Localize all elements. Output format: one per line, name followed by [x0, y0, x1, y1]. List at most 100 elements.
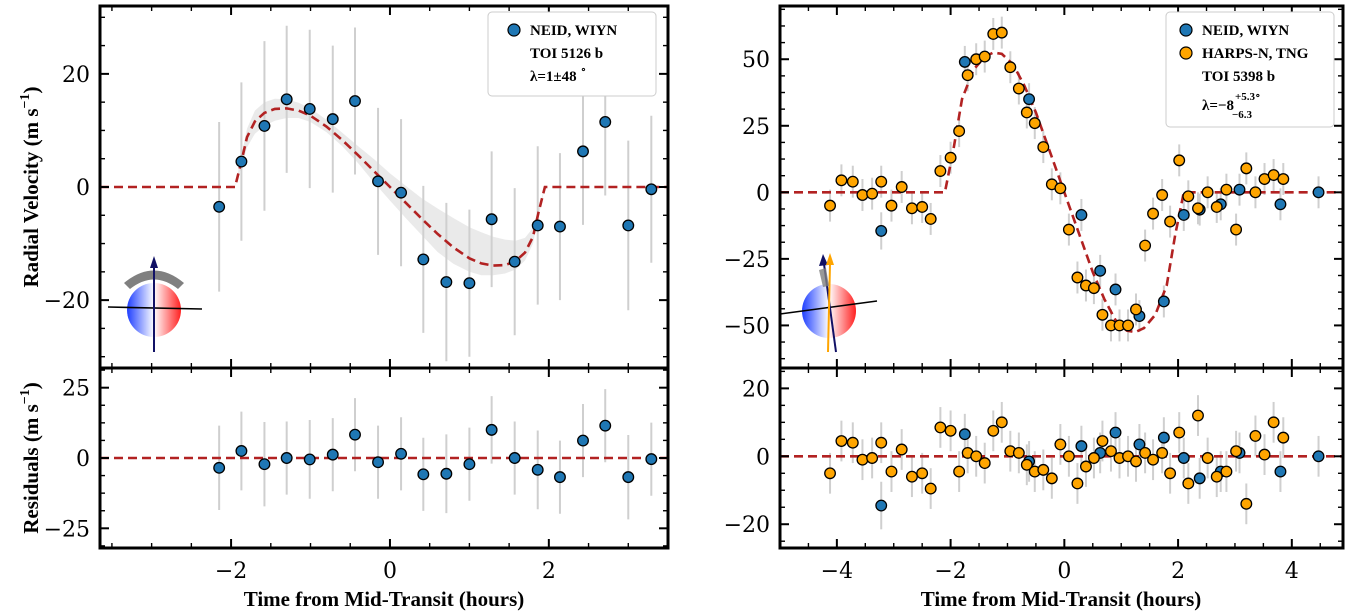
legend-label-neid: NEID, WIYN: [530, 23, 617, 39]
data-point-neid: [395, 447, 408, 460]
data-point-harps: [944, 424, 957, 437]
y-tick-label: 20: [62, 63, 90, 88]
data-point-harps: [856, 189, 869, 201]
legend-box: [487, 11, 657, 97]
data-point-harps: [1062, 450, 1075, 463]
data-point-neid: [958, 55, 971, 68]
data-point-harps: [934, 165, 947, 177]
data-point-neid: [1023, 93, 1036, 106]
right-bottom-frame: [778, 366, 1345, 550]
data-point-neid: [577, 145, 589, 158]
y-tick-label: −25: [724, 248, 770, 273]
data-point-harps: [1164, 467, 1177, 480]
legend-lambda: λ=−8+5.3 −6.3∘: [1202, 90, 1261, 121]
data-point-harps: [1122, 319, 1134, 332]
data-point-neid: [417, 253, 430, 266]
legend-target: TOI 5126 b: [530, 46, 603, 62]
data-point-neid: [1193, 472, 1206, 485]
data-point-neid: [1157, 295, 1170, 308]
data-point-harps: [1277, 431, 1290, 444]
legend-marker-neid: [1179, 23, 1193, 37]
data-point-neid: [440, 276, 453, 288]
data-point-neid: [417, 468, 430, 481]
right-rv-panel: −50 −25 0 25 50 NEID, WIYN HARPS-N, TNG TOI …: [724, 6, 1343, 368]
data-point-harps: [885, 199, 898, 212]
y-tick-label: 25: [62, 377, 90, 402]
data-point-harps: [1230, 223, 1243, 236]
data-point-neid: [258, 458, 271, 471]
data-point-neid: [349, 428, 361, 441]
data-point-neid: [645, 453, 658, 466]
data-point-harps: [1220, 183, 1233, 196]
legend-left: NEID, WIYN TOI 5126 b λ=1±48 ∘: [487, 11, 657, 97]
data-point-neid: [508, 452, 521, 464]
data-point-harps: [1087, 282, 1100, 295]
data-point-harps: [1258, 448, 1271, 461]
y-tick-label: −25: [44, 517, 90, 542]
y-tick-label: −50: [724, 314, 770, 339]
data-point-harps: [835, 435, 848, 447]
x-tick-label: −4: [821, 559, 853, 584]
data-point-harps: [1105, 445, 1117, 458]
data-point-harps: [1062, 223, 1075, 236]
y-tick-label: 0: [756, 445, 770, 470]
data-point-neid: [577, 434, 589, 447]
spin-arrow-head-icon: [150, 256, 158, 268]
data-point-harps: [953, 465, 966, 478]
data-point-harps: [1156, 446, 1169, 459]
y-tick-label: 25: [742, 115, 770, 140]
right-xlabel: Time from Mid-Transit (hours): [921, 587, 1202, 611]
data-point-neid: [235, 445, 248, 457]
data-point-neid: [303, 102, 316, 115]
x-tick-label: −2: [215, 559, 247, 584]
data-point-neid: [622, 471, 635, 484]
x-tick-label: 2: [542, 559, 556, 584]
data-point-harps: [1130, 303, 1142, 316]
data-point-harps: [1020, 106, 1033, 119]
data-point-harps: [916, 467, 929, 480]
data-point-neid: [372, 175, 384, 188]
star-orbit-icon: [107, 256, 203, 352]
data-point-harps: [934, 421, 947, 434]
data-point-neid: [958, 428, 971, 441]
left-rv-panel: −20 0 20 NEID, WIYN TOI 5126 b λ=1±48 ∘: [44, 6, 669, 368]
data-point-neid: [645, 183, 658, 196]
data-point-harps: [1201, 186, 1214, 199]
star-orbit-icon-right: [779, 253, 878, 353]
left-xlabel: Time from Mid-Transit (hours): [244, 587, 525, 611]
data-point-harps: [1173, 426, 1186, 439]
data-point-neid: [280, 452, 293, 464]
data-point-harps: [1210, 201, 1223, 213]
data-point-neid: [326, 448, 339, 461]
data-point-neid: [599, 116, 612, 128]
rm-model-curve: [100, 107, 668, 267]
model-uncertainty-band: [100, 98, 668, 276]
data-point-harps: [1240, 162, 1253, 175]
left-top-ylabel: Radial Velocity (m s−1): [18, 86, 43, 287]
data-point-neid: [1177, 208, 1190, 221]
data-point-harps: [1220, 465, 1233, 478]
data-point-harps: [1012, 82, 1025, 95]
y-tick-label: 20: [742, 377, 770, 402]
data-point-harps: [1249, 186, 1262, 199]
data-point-harps: [835, 174, 848, 187]
data-point-neid: [440, 467, 453, 480]
data-point-harps: [1210, 470, 1223, 483]
data-point-harps: [875, 436, 888, 449]
data-point-harps: [1156, 189, 1169, 201]
data-point-harps: [1037, 463, 1050, 476]
data-point-harps: [1087, 452, 1100, 464]
data-point-neid: [395, 186, 408, 199]
data-point-harps: [995, 416, 1008, 429]
data-point-neid: [1094, 264, 1107, 277]
spin-arrow-head-icon: [819, 254, 828, 266]
data-point-neid: [235, 155, 248, 168]
data-point-harps: [1192, 409, 1204, 422]
legend-label-harps: HARPS-N, TNG: [1202, 46, 1309, 62]
data-point-harps: [1045, 472, 1058, 485]
data-point-neid: [303, 453, 316, 466]
y-tick-label: 0: [76, 176, 90, 201]
data-point-neid: [485, 423, 498, 436]
data-point-harps: [1147, 207, 1160, 220]
data-point-harps: [905, 202, 918, 215]
